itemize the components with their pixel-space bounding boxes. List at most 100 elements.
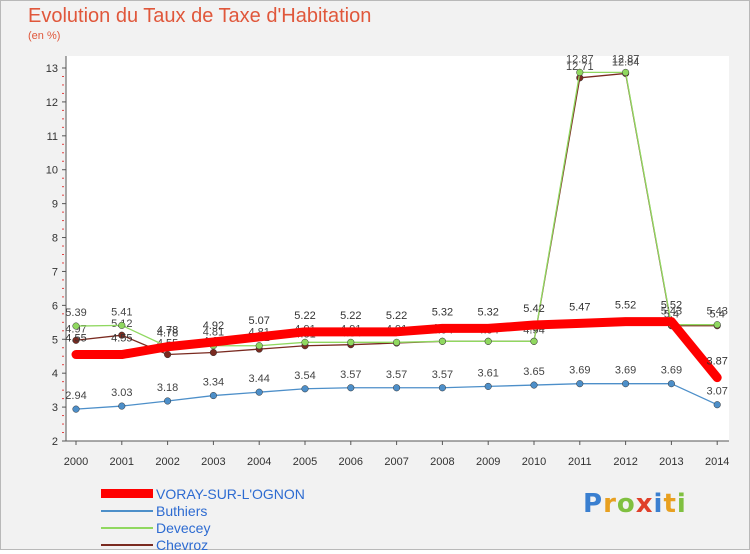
x-tick-label: 2008	[430, 456, 454, 468]
x-tick-label: 2014	[705, 456, 729, 468]
data-point	[393, 338, 401, 346]
legend-label-voray: VORAY-SUR-L'OGNON	[156, 486, 305, 502]
data-label: 5.39	[65, 307, 86, 319]
legend-swatch-buthiers	[101, 510, 153, 512]
chart-subtitle: (en %)	[28, 30, 61, 42]
data-point	[667, 380, 675, 388]
data-point	[209, 392, 217, 400]
x-tick-label: 2001	[110, 456, 134, 468]
data-label: 5.32	[432, 306, 453, 318]
x-tick-label: 2013	[659, 456, 683, 468]
data-label: 4.55	[111, 333, 132, 345]
data-label: 5.41	[111, 306, 132, 318]
data-point	[530, 337, 538, 345]
y-tick-label: 9	[52, 199, 58, 211]
data-point	[301, 385, 309, 393]
y-tick-label: 10	[46, 165, 58, 177]
data-point	[118, 331, 126, 339]
data-label: 4.81	[203, 327, 224, 339]
legend-label-devecey: Devecey	[156, 520, 211, 536]
logo-letter: x	[635, 489, 654, 519]
x-tick-label: 2011	[568, 456, 592, 468]
legend-swatch-devecey	[101, 527, 153, 529]
data-label: 4.78	[157, 328, 178, 340]
data-label: 5.43	[661, 306, 682, 318]
x-tick-label: 2012	[613, 456, 637, 468]
logo-letter: P	[583, 489, 604, 519]
data-point	[164, 397, 172, 405]
y-tick-label: 3	[52, 402, 58, 414]
data-point	[347, 338, 355, 346]
data-point	[438, 337, 446, 345]
y-tick-label: 13	[46, 63, 58, 75]
data-label: 5.07	[248, 315, 269, 327]
data-point	[118, 321, 126, 329]
x-tick-label: 2004	[247, 456, 271, 468]
data-label: 3.54	[294, 370, 315, 382]
data-label: 4.92	[203, 320, 224, 332]
data-point	[255, 388, 263, 396]
data-point	[622, 68, 630, 76]
data-label: 3.65	[523, 366, 544, 378]
data-point	[255, 342, 263, 350]
legend-label-buthiers: Buthiers	[156, 503, 208, 519]
data-label: 3.44	[248, 373, 269, 385]
data-label: 12.87	[566, 53, 594, 65]
data-label: 5.42	[523, 303, 544, 315]
logo-letter: t	[663, 489, 677, 519]
data-point	[72, 322, 80, 330]
logo-letter: o	[616, 489, 636, 519]
data-label: 3.69	[569, 365, 590, 377]
x-tick-label: 2000	[64, 456, 88, 468]
x-tick-label: 2003	[201, 456, 225, 468]
data-label: 5.4	[710, 309, 725, 321]
data-label: 3.61	[477, 367, 498, 379]
data-point	[301, 338, 309, 346]
x-tick-label: 2002	[155, 456, 179, 468]
data-point	[393, 384, 401, 392]
data-point	[72, 336, 80, 344]
data-label: 4.55	[65, 333, 86, 345]
data-label: 3.57	[386, 369, 407, 381]
data-point	[713, 401, 721, 409]
legend-label-chevroz: Chevroz	[156, 537, 209, 553]
data-label: 5.52	[661, 300, 682, 312]
data-label: 3.69	[615, 365, 636, 377]
data-label: 3.57	[340, 369, 361, 381]
data-point	[347, 384, 355, 392]
data-label: 3.57	[432, 369, 453, 381]
data-point	[72, 405, 80, 413]
series-line	[71, 317, 722, 383]
y-tick-label: 12	[46, 97, 58, 109]
y-tick-label: 4	[52, 368, 58, 380]
y-tick-label: 11	[47, 131, 58, 143]
data-point	[530, 381, 538, 389]
data-label: 3.87	[706, 356, 727, 368]
data-label: 5.32	[477, 306, 498, 318]
logo-letter: r	[603, 489, 617, 519]
data-point	[576, 68, 584, 76]
plot-area	[66, 56, 729, 441]
x-tick-label: 2006	[339, 456, 363, 468]
y-tick-label: 8	[52, 233, 58, 245]
data-point	[438, 384, 446, 392]
data-label: 5.47	[569, 301, 590, 313]
data-label: 3.69	[661, 365, 682, 377]
y-tick-label: 5	[52, 334, 58, 346]
logo-letter: i	[653, 489, 664, 519]
data-label: 5.22	[340, 310, 361, 322]
data-label: 5.43	[706, 306, 727, 318]
data-point	[576, 380, 584, 388]
x-tick-label: 2010	[522, 456, 546, 468]
chart-title: Evolution du Taux de Taxe d'Habitation	[28, 5, 372, 27]
data-label: 3.07	[706, 386, 727, 398]
data-label: 3.03	[111, 387, 132, 399]
legend-swatch-chevroz	[101, 544, 153, 546]
logo-letter: i	[676, 489, 687, 519]
data-label: 2.94	[65, 390, 86, 402]
x-tick-label: 2009	[476, 456, 500, 468]
y-tick-label: 2	[52, 436, 58, 448]
data-point	[484, 337, 492, 345]
